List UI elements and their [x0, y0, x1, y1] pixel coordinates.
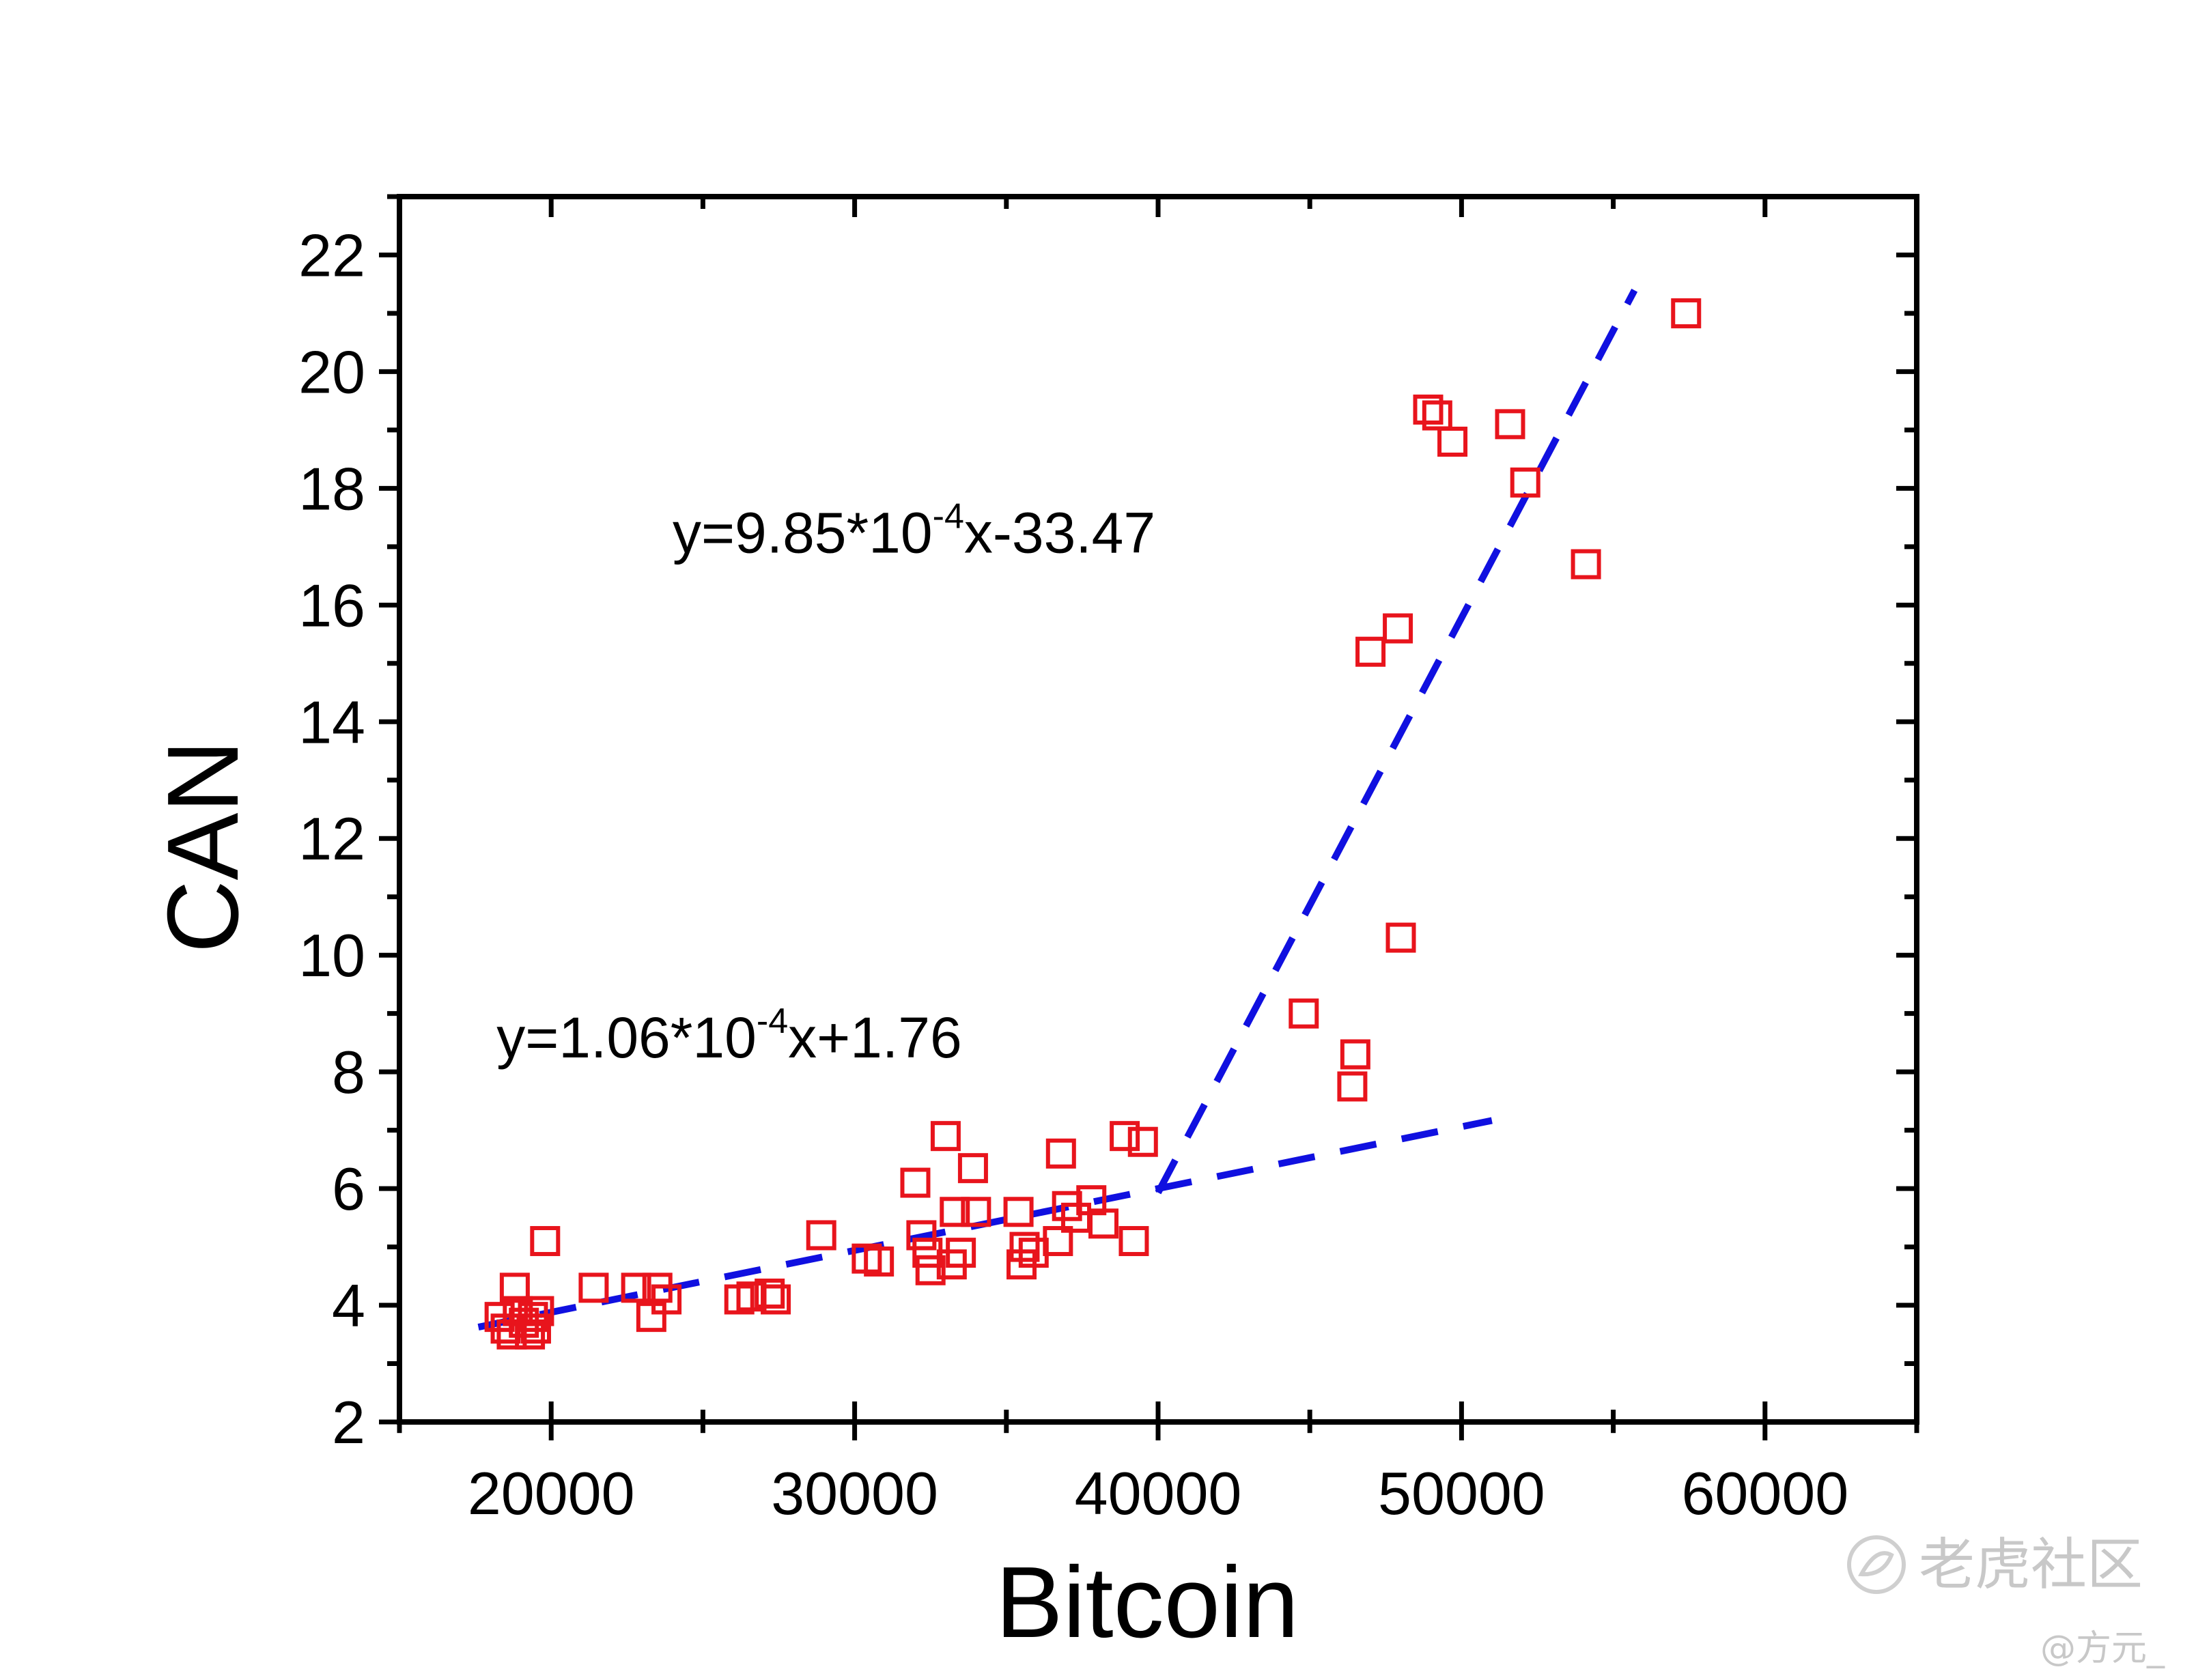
data-point: [1045, 1138, 1076, 1169]
watermark-handle: @方元_: [2040, 1628, 2165, 1669]
fit-equation-part: y=1.06*10: [496, 1006, 757, 1070]
x-tick-label: 30000: [771, 1460, 938, 1527]
y-tick-label: 16: [298, 571, 365, 639]
data-point: [578, 1272, 609, 1303]
data-point: [1510, 467, 1540, 498]
data-point: [1003, 1197, 1034, 1227]
y-tick-label: 20: [298, 338, 365, 405]
data-point: [1385, 922, 1416, 953]
fit-equation-part: x-33.47: [964, 500, 1155, 565]
data-point: [1571, 549, 1601, 580]
y-tick-label: 6: [332, 1155, 365, 1223]
fit-equation: y=9.85*10-4x-33.47: [673, 496, 1155, 565]
data-point: [515, 1319, 546, 1350]
fit-line-high: [1155, 288, 1638, 1195]
fit-equation-exponent: -4: [933, 496, 964, 536]
data-point: [499, 1272, 530, 1303]
data-point: [1110, 1121, 1140, 1152]
data-point: [1043, 1226, 1073, 1257]
y-axis-tick-labels: 2 4 6 8 10 12 14 16 18 20 22: [298, 221, 365, 1456]
x-tick-label: 40000: [1075, 1460, 1242, 1527]
fit-equation: y=1.06*10-4x+1.76: [496, 1001, 961, 1070]
data-point: [1422, 400, 1452, 431]
data-point: [1289, 998, 1319, 1029]
data-point: [1118, 1226, 1149, 1257]
data-point: [524, 1296, 554, 1326]
data-point: [957, 1153, 988, 1184]
data-point: [961, 1197, 991, 1227]
data-point: [1355, 636, 1386, 667]
fit-equation-part: y=9.85*10: [673, 500, 933, 565]
y-tick-label: 8: [332, 1038, 365, 1106]
data-point: [1413, 394, 1444, 425]
data-point: [1383, 613, 1413, 644]
y-tick-label: 22: [298, 221, 365, 289]
data-point: [906, 1220, 937, 1251]
x-tick-label: 20000: [468, 1460, 635, 1527]
data-point: [636, 1302, 666, 1333]
data-point: [651, 1284, 682, 1315]
data-point: [940, 1197, 970, 1227]
data-point: [946, 1238, 976, 1268]
data-point: [621, 1272, 651, 1303]
data-point: [864, 1246, 895, 1277]
data-point: [930, 1121, 961, 1152]
data-point: [1340, 1039, 1370, 1070]
data-point: [900, 1167, 931, 1198]
data-point: [1127, 1126, 1158, 1157]
watermark-logo-icon: [1847, 1535, 1906, 1594]
y-tick-label: 4: [332, 1272, 365, 1339]
y-axis-title: CAN: [147, 740, 259, 953]
data-point: [761, 1284, 791, 1315]
y-axis-ticks: [379, 194, 1917, 1425]
data-point: [755, 1278, 785, 1309]
y-tick-label: 2: [332, 1389, 365, 1456]
data-point: [915, 1255, 946, 1285]
fit-equation-exponent: -4: [757, 1001, 788, 1041]
data-point: [1671, 298, 1702, 328]
y-tick-label: 10: [298, 922, 365, 989]
data-point: [1088, 1208, 1119, 1239]
x-tick-label: 60000: [1681, 1460, 1848, 1527]
data-points: [484, 298, 1702, 1350]
y-tick-label: 14: [298, 688, 365, 756]
fit-equations: y=1.06*10-4x+1.76y=9.85*10-4x-33.47: [496, 496, 1155, 1069]
data-point: [530, 1226, 561, 1257]
data-point: [1009, 1231, 1040, 1262]
watermark-logo-icon-mark: [1858, 1551, 1894, 1577]
x-tick-label: 50000: [1378, 1460, 1545, 1527]
watermark: 老虎社区 @方元_: [1847, 1533, 2165, 1669]
data-point: [520, 1313, 551, 1344]
y-tick-label: 18: [298, 455, 365, 522]
data-point: [1437, 427, 1468, 457]
data-point: [1337, 1071, 1368, 1102]
data-point: [806, 1220, 836, 1251]
y-tick-label: 12: [298, 805, 365, 872]
watermark-text: 老虎社区: [1919, 1533, 2143, 1597]
fit-equation-part: x+1.76: [788, 1006, 962, 1070]
x-axis-tick-labels: 20000 30000 40000 50000 60000: [468, 1460, 1848, 1527]
x-axis-title: Bitcoin: [996, 1546, 1299, 1659]
data-point: [1495, 409, 1525, 440]
